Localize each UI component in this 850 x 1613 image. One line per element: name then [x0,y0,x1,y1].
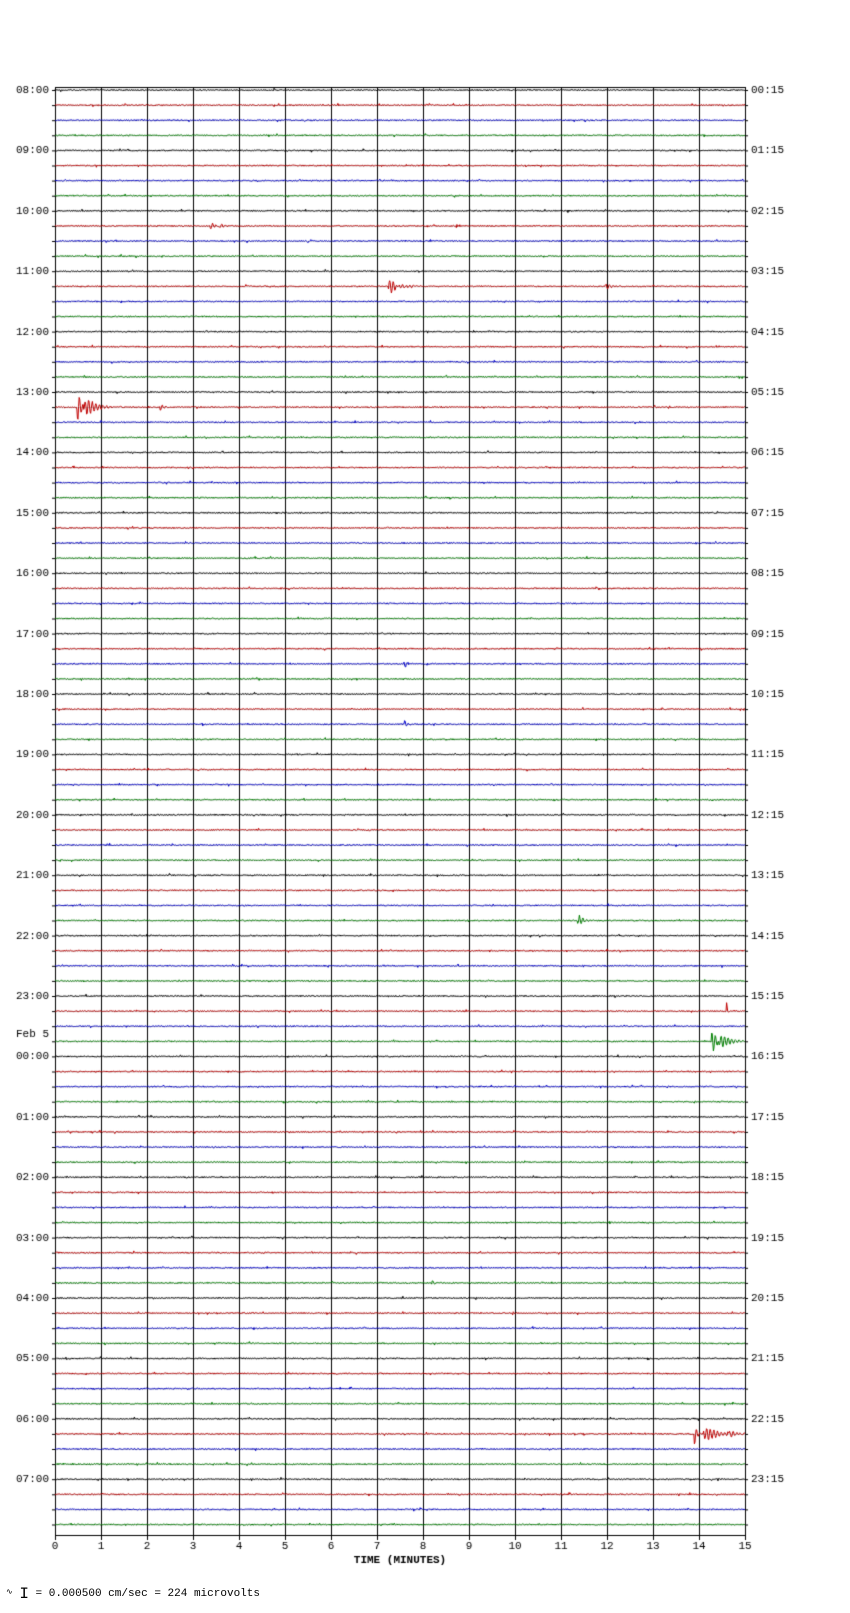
footer-scale: ∿ I = 0.000500 cm/sec = 224 microvolts [6,1585,260,1603]
seismogram-plot: UTC Feb 4,2018 PST Feb 4,2018 MDH1 DP1 N… [0,0,850,1613]
seismogram-canvas [0,0,850,1613]
